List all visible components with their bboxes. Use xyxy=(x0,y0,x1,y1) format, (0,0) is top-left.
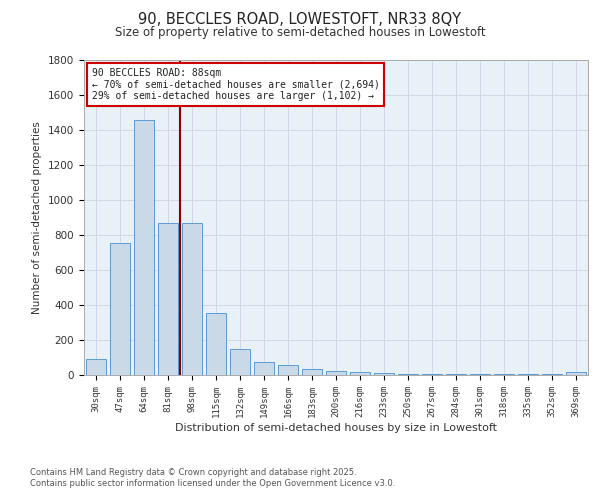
Bar xyxy=(566,372,586,375)
Bar xyxy=(350,372,370,375)
Bar xyxy=(278,366,298,375)
Bar xyxy=(470,374,490,375)
Text: 90 BECCLES ROAD: 88sqm
← 70% of semi-detached houses are smaller (2,694)
29% of : 90 BECCLES ROAD: 88sqm ← 70% of semi-det… xyxy=(92,68,379,101)
Bar xyxy=(86,359,106,375)
Bar xyxy=(230,349,250,375)
Text: Size of property relative to semi-detached houses in Lowestoft: Size of property relative to semi-detach… xyxy=(115,26,485,39)
Bar xyxy=(422,374,442,375)
Bar xyxy=(110,243,130,375)
Bar xyxy=(446,374,466,375)
Bar xyxy=(398,374,418,375)
Bar xyxy=(206,313,226,375)
Text: Contains HM Land Registry data © Crown copyright and database right 2025.
Contai: Contains HM Land Registry data © Crown c… xyxy=(30,468,395,487)
Bar xyxy=(542,374,562,375)
Bar xyxy=(158,223,178,375)
Bar xyxy=(326,370,346,375)
Bar xyxy=(182,223,202,375)
Text: 90, BECCLES ROAD, LOWESTOFT, NR33 8QY: 90, BECCLES ROAD, LOWESTOFT, NR33 8QY xyxy=(139,12,461,28)
X-axis label: Distribution of semi-detached houses by size in Lowestoft: Distribution of semi-detached houses by … xyxy=(175,422,497,432)
Bar xyxy=(518,374,538,375)
Bar xyxy=(494,374,514,375)
Y-axis label: Number of semi-detached properties: Number of semi-detached properties xyxy=(32,121,43,314)
Bar xyxy=(302,369,322,375)
Bar xyxy=(134,120,154,375)
Bar xyxy=(254,362,274,375)
Bar xyxy=(374,373,394,375)
